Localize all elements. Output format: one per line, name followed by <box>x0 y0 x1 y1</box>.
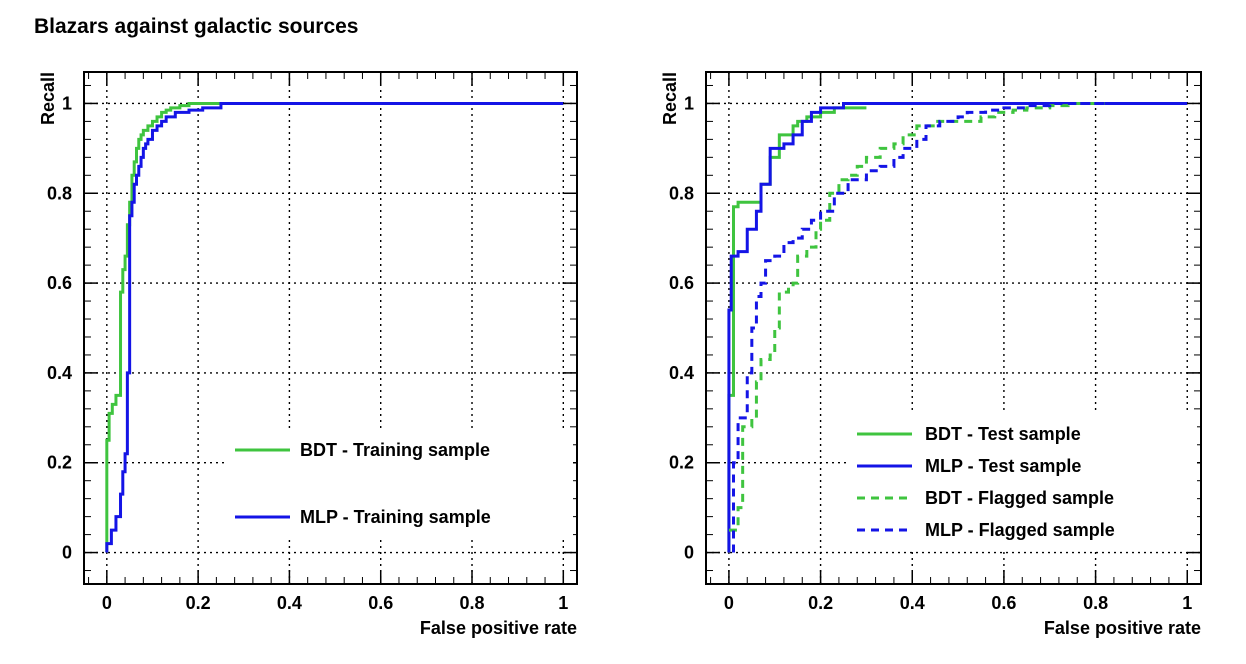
legend-label-0: BDT - Training sample <box>300 440 490 460</box>
figure-title: Blazars against galactic sources <box>34 15 359 38</box>
x-tick-label-4: 0.8 <box>459 593 484 613</box>
series-line-3 <box>732 101 1188 553</box>
x-axis-title: False positive rate <box>420 618 577 638</box>
y-tick-label-2: 0.4 <box>47 363 72 383</box>
legend-box <box>227 430 573 537</box>
legend-label-1: MLP - Test sample <box>925 456 1081 476</box>
left-roc-panel: 0 0.2 0.4 0.6 0.8 1 0 0.2 0.4 0.6 0.8 1 False positi… <box>38 71 578 638</box>
x-tick-label-3: 0.6 <box>991 593 1016 613</box>
x-axis-title: False positive rate <box>1044 618 1201 638</box>
x-tick-label-0: 0 <box>102 593 112 613</box>
y-axis-title: Recall <box>38 72 58 125</box>
y-tick-label-5: 1 <box>62 93 72 113</box>
y-tick-label-4: 0.8 <box>47 183 72 203</box>
legend-label-1: MLP - Training sample <box>300 507 491 527</box>
plot-frame <box>83 71 578 585</box>
legend-label-2: BDT - Flagged sample <box>925 488 1114 508</box>
series-line-1 <box>105 101 564 553</box>
x-tick-label-5: 1 <box>558 593 568 613</box>
y-tick-label-5: 1 <box>684 93 694 113</box>
plot-frame <box>705 71 1202 585</box>
y-tick-label-1: 0.2 <box>669 453 694 473</box>
y-tick-label-0: 0 <box>62 543 72 563</box>
legend-label-3: MLP - Flagged sample <box>925 520 1115 540</box>
y-tick-label-4: 0.8 <box>669 183 694 203</box>
series-line-0 <box>727 106 867 553</box>
x-tick-label-0: 0 <box>724 593 734 613</box>
series-line-2 <box>728 101 1105 532</box>
legend-label-0: BDT - Test sample <box>925 424 1081 444</box>
x-tick-label-4: 0.8 <box>1083 593 1108 613</box>
y-tick-label-1: 0.2 <box>47 453 72 473</box>
series-line-1 <box>727 101 1188 553</box>
x-tick-label-2: 0.4 <box>277 593 302 613</box>
y-tick-label-3: 0.6 <box>47 273 72 293</box>
legend-box <box>849 414 1197 550</box>
x-tick-label-1: 0.2 <box>808 593 833 613</box>
x-tick-label-3: 0.6 <box>368 593 393 613</box>
series-line-0 <box>105 101 564 553</box>
x-tick-label-5: 1 <box>1182 593 1192 613</box>
y-tick-label-2: 0.4 <box>669 363 694 383</box>
x-tick-label-1: 0.2 <box>186 593 211 613</box>
x-tick-label-2: 0.4 <box>900 593 925 613</box>
y-axis-title: Recall <box>660 72 680 125</box>
y-tick-label-0: 0 <box>684 543 694 563</box>
y-tick-label-3: 0.6 <box>669 273 694 293</box>
right-roc-panel: 0 0.2 0.4 0.6 0.8 1 0 0.2 0.4 0.6 0.8 1 False positi… <box>660 71 1202 638</box>
